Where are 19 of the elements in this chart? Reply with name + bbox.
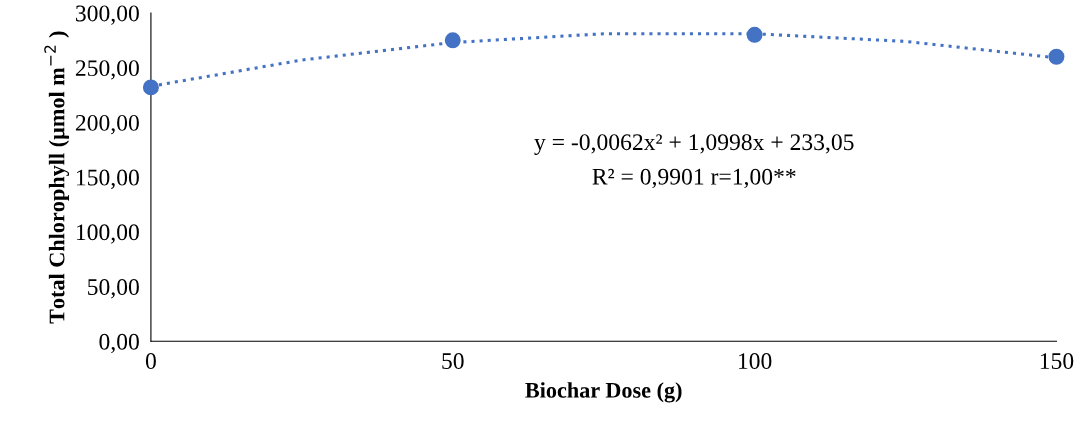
y-tick-label: 300,00 [76, 5, 139, 25]
y-tick-label: 50,00 [88, 279, 139, 299]
y-axis-title: Total Chlorophyll (µmol m$^{−2}$ ) [44, 31, 70, 324]
annotation: R² = 0,9901 r=1,00** [592, 168, 796, 189]
y-tick-label: 0,00 [99, 333, 139, 354]
x-axis-title: Biochar Dose (g) [525, 382, 682, 403]
y-tick-label: 250,00 [75, 60, 139, 80]
point [142, 79, 159, 96]
point [444, 32, 461, 49]
annotation: y = -0,0062x² + 1,0998x + 233,05 [534, 134, 854, 155]
x-tick-label: 100 [738, 353, 772, 370]
x-tick-label: 150 [1040, 353, 1074, 370]
x-tick-label: 50 [442, 353, 464, 370]
y-tick-label: 200,00 [75, 114, 139, 135]
point [1048, 48, 1065, 65]
y-tick-label: 100,00 [76, 224, 139, 244]
y-tick-label: 150,00 [76, 169, 139, 189]
x-tick-label: 0 [145, 353, 156, 370]
point [746, 26, 763, 43]
